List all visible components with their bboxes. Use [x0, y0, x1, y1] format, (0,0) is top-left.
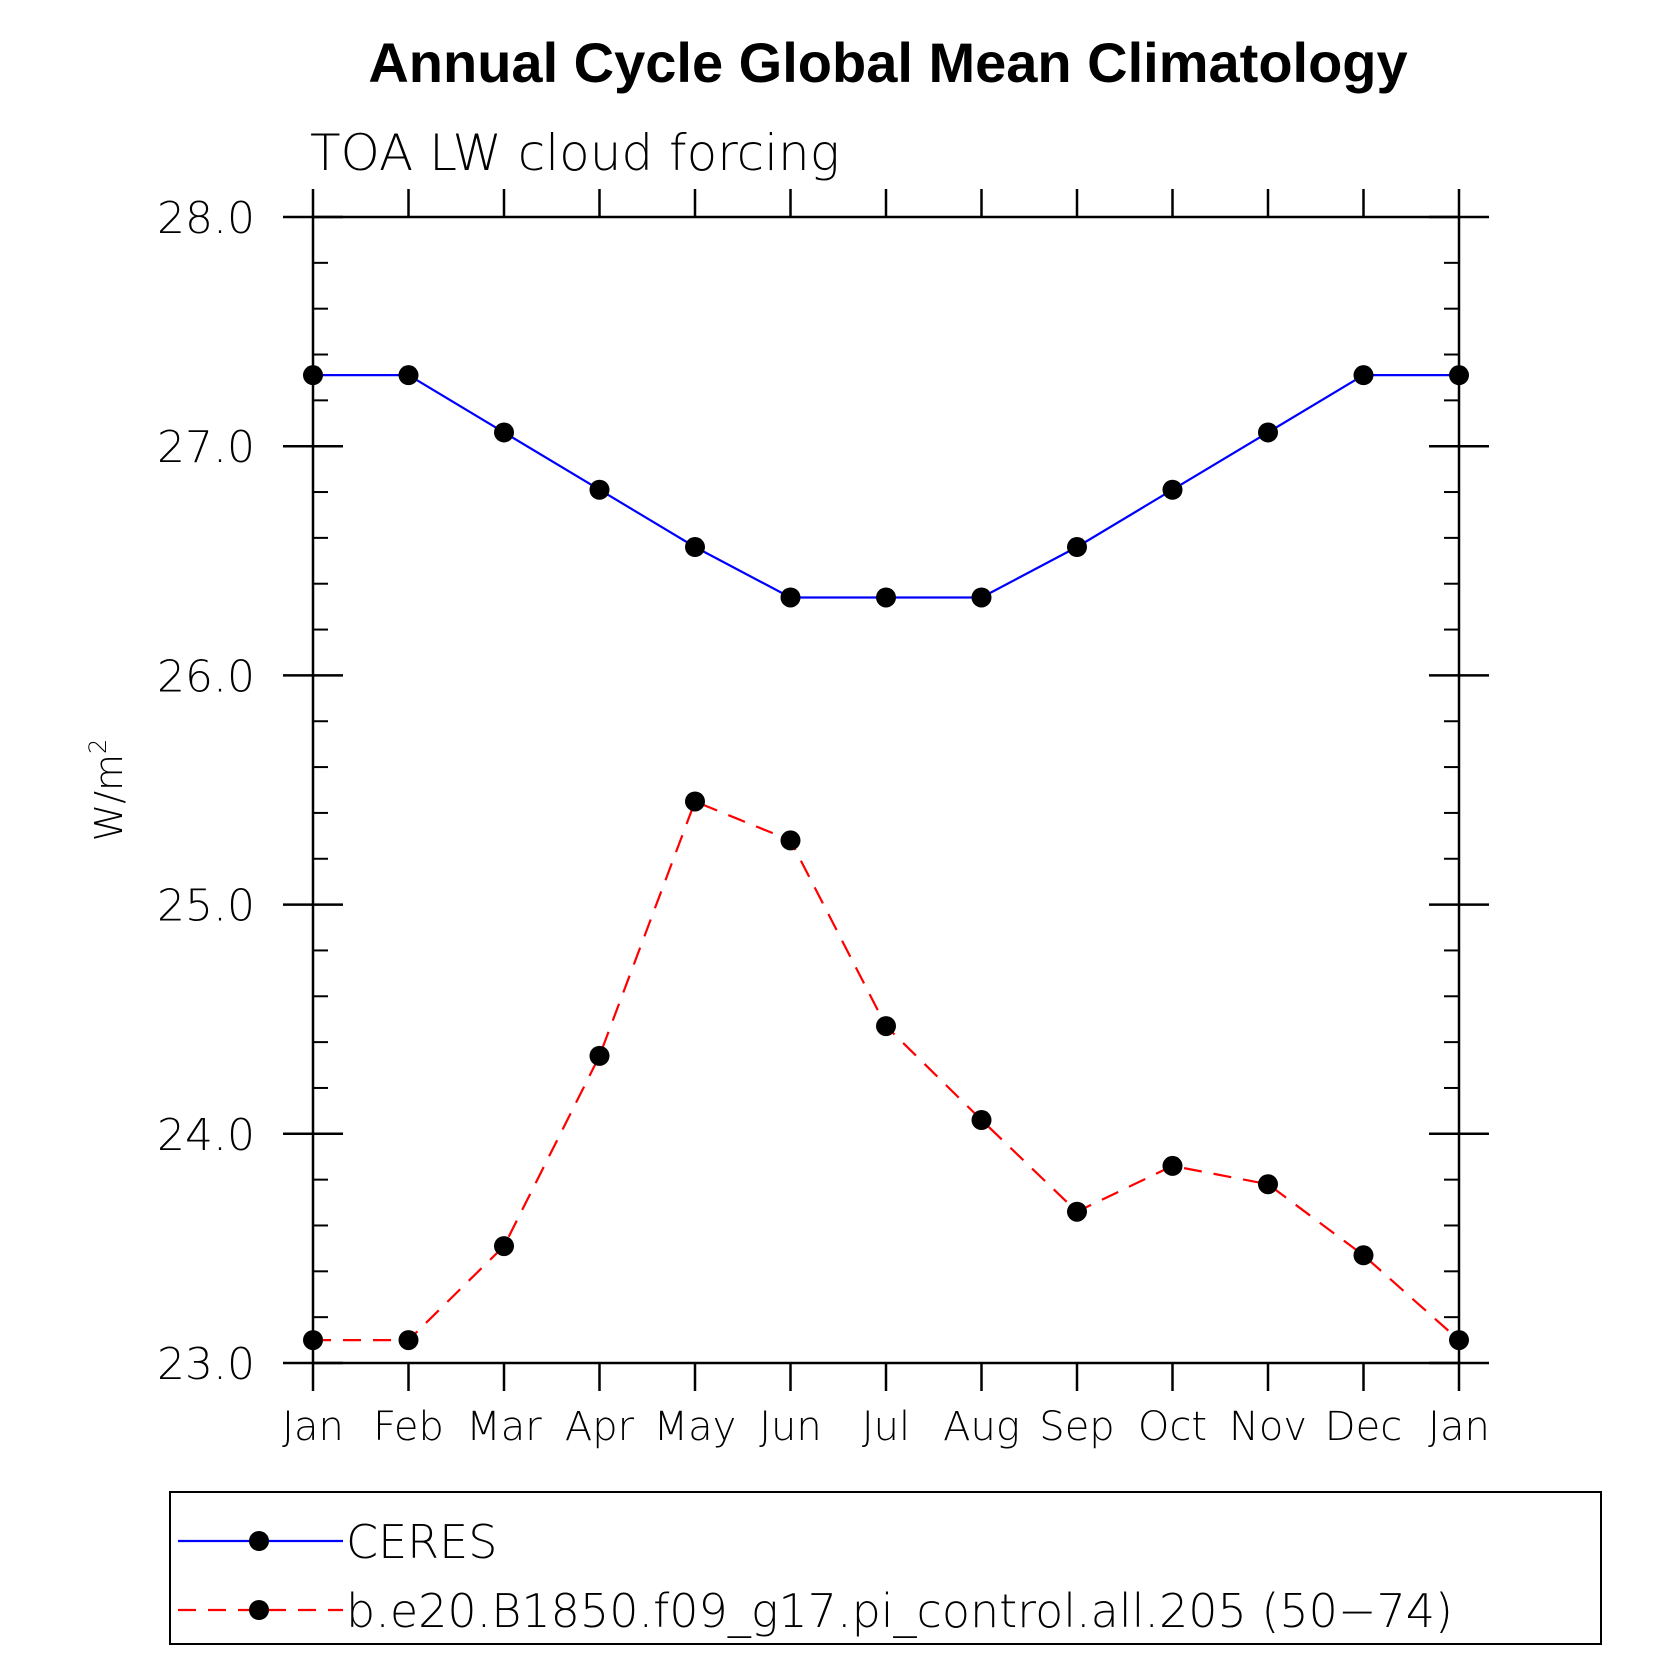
series-2-point — [685, 791, 705, 812]
x-tick-label: Aug — [943, 1404, 1020, 1450]
y-axis-label: W/m2 — [84, 739, 131, 842]
series-1-point — [1162, 479, 1183, 500]
series-line-1 — [313, 374, 1459, 599]
series-2-point — [1162, 1155, 1183, 1176]
legend: CERES b.e20.B1850.f09_g17.pi_control.all.… — [178, 1515, 1453, 1638]
series-1-point — [876, 587, 896, 608]
y-tick-label: 28.0 — [157, 193, 255, 244]
legend-marker-1 — [249, 1531, 269, 1551]
series-2-point — [971, 1110, 992, 1131]
y-tick-label: 23.0 — [157, 1339, 255, 1390]
series-1-point — [1258, 422, 1278, 443]
x-tick-label: Jul — [862, 1404, 910, 1450]
y-tick-label: 25.0 — [157, 881, 255, 932]
plot-series — [303, 365, 1469, 1351]
x-tick-label: Jan — [1428, 1404, 1490, 1450]
series-1-point — [494, 422, 514, 443]
x-tick-label: Oct — [1138, 1404, 1207, 1450]
series-2-point — [398, 1330, 419, 1351]
axes: 23.0 24.0 25.0 26.0 27.0 28.0 Jan Feb Mar Apr May J… — [157, 189, 1490, 1450]
legend-box — [169, 1491, 1602, 1645]
y-tick-label: 26.0 — [157, 651, 255, 702]
series-line-2 — [313, 800, 1460, 1342]
series-2-point — [1258, 1174, 1278, 1195]
series-1-point — [398, 365, 419, 386]
x-tick-label: Mar — [466, 1404, 542, 1450]
legend-label-1: CERES — [346, 1515, 497, 1569]
x-tick-label: Jan — [282, 1404, 344, 1450]
series-2-point — [1449, 1330, 1469, 1351]
series-1-point — [589, 479, 610, 500]
x-tick-label: Dec — [1325, 1404, 1402, 1450]
series-1-point — [1353, 365, 1374, 386]
series-2-point — [1353, 1245, 1374, 1266]
series-1-point — [303, 365, 323, 386]
legend-label-2: b.e20.B1850.f09_g17.pi_control.all.205 (… — [346, 1584, 1453, 1638]
x-tick-label: Sep — [1039, 1404, 1114, 1450]
series-2-point — [1067, 1201, 1087, 1222]
x-tick-label: Feb — [373, 1404, 444, 1450]
x-tick-label: Apr — [565, 1404, 635, 1450]
x-tick-label: Jun — [759, 1404, 822, 1450]
x-tick-label: May — [654, 1404, 737, 1450]
series-1-point — [780, 587, 801, 608]
series-2-point — [303, 1330, 323, 1351]
series-1-point — [685, 537, 705, 558]
chart-title: Annual Cycle Global Mean Climatology — [368, 31, 1407, 94]
series-2-point — [780, 830, 801, 851]
plot-frame — [311, 215, 1461, 1365]
series-2-point — [876, 1016, 896, 1037]
legend-marker-2 — [249, 1600, 269, 1620]
x-tick-label: Nov — [1229, 1404, 1307, 1450]
series-1-point — [971, 587, 992, 608]
series-1-point — [1449, 365, 1469, 386]
series-1-point — [1067, 537, 1087, 558]
y-tick-label: 24.0 — [157, 1110, 255, 1161]
series-2-point — [494, 1236, 514, 1257]
y-tick-label: 27.0 — [157, 422, 255, 473]
series-2-point — [589, 1045, 610, 1066]
y-axis-label-main: W/m — [87, 754, 131, 841]
y-axis-label-exponent: 2 — [84, 739, 112, 754]
chart-subtitle: TOA LW cloud forcing — [310, 124, 840, 182]
